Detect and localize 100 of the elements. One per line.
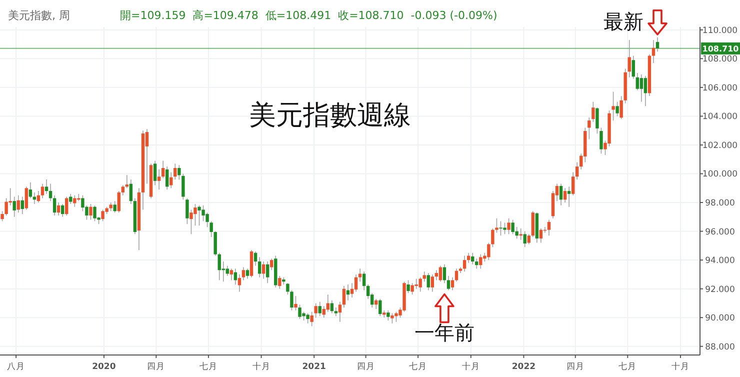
- candlestick: [378, 298, 382, 317]
- annotation: 一年前: [414, 320, 474, 344]
- candlestick: [81, 194, 84, 212]
- x-tick-label: 七月: [618, 361, 637, 372]
- candlestick: [479, 254, 482, 270]
- candlestick: [596, 107, 599, 134]
- candlestick: [202, 204, 205, 222]
- candlestick: [310, 311, 314, 327]
- y-tick-label: 98.000: [705, 198, 735, 209]
- candlestick: [298, 304, 302, 320]
- candlestick: [330, 300, 334, 314]
- candlestick: [210, 220, 213, 238]
- candlestick: [242, 266, 246, 281]
- candlestick: [218, 252, 221, 281]
- candlestick: [157, 169, 161, 190]
- candlestick: [129, 179, 133, 204]
- annotation: 最新: [604, 9, 644, 34]
- candlestick: [24, 186, 28, 210]
- candlestick: [318, 301, 322, 317]
- candlestick: [487, 242, 490, 260]
- candlestick: [519, 228, 522, 240]
- candlestick: [226, 265, 229, 276]
- candlestick: [65, 196, 68, 216]
- candlestick: [547, 219, 551, 236]
- candlestick: [471, 252, 474, 265]
- candlestick: [612, 91, 615, 121]
- x-tick-label: 七月: [409, 361, 428, 372]
- y-tick-label: 110.000: [702, 26, 738, 36]
- y-tick-label: 108.000: [702, 54, 738, 65]
- candlestick: [20, 196, 24, 214]
- candlestick: [491, 228, 494, 248]
- candlestick: [182, 173, 185, 200]
- candlestick: [652, 40, 656, 64]
- candlestick: [406, 280, 410, 294]
- candlestick: [539, 228, 543, 244]
- candlestick: [44, 179, 48, 194]
- candlestick: [290, 290, 294, 311]
- candlestick: [394, 311, 398, 322]
- candlestick: [286, 282, 290, 295]
- candlestick: [262, 261, 266, 280]
- candlestick: [206, 212, 209, 228]
- y-tick-label: 100.000: [702, 170, 738, 180]
- candlestick: [507, 218, 510, 235]
- candlestick: [161, 160, 165, 178]
- candlestick: [338, 301, 342, 322]
- candlestick: [48, 183, 52, 202]
- x-tick-label: 十月: [671, 361, 690, 372]
- y-tick-label: 90.000: [705, 314, 735, 324]
- candlestick: [527, 234, 530, 245]
- candlestick: [588, 117, 591, 140]
- candlestick: [194, 204, 197, 226]
- ref-line-label: 108.710: [702, 44, 740, 54]
- candlestick: [354, 274, 358, 292]
- candlestick: [511, 219, 514, 235]
- x-tick-label: 七月: [199, 361, 218, 372]
- x-tick-label: 八月: [7, 361, 26, 372]
- y-tick-label: 102.000: [702, 140, 738, 151]
- candlestick: [475, 258, 478, 270]
- candlestick: [214, 230, 217, 256]
- text: 開=109.159 高=109.478 低=108.491 收=108.710 -0.093 (-0.09%): [120, 9, 498, 22]
- candlestick: [632, 55, 635, 80]
- candlestick: [450, 276, 454, 291]
- candlestick: [462, 255, 466, 272]
- x-tick-label: 四月: [147, 362, 166, 372]
- candlestick: [40, 183, 44, 199]
- candlestick: [186, 198, 189, 224]
- candlestick: [640, 74, 644, 102]
- candlestick: [28, 182, 32, 199]
- candlestick: [174, 163, 177, 180]
- candlestick: [592, 101, 595, 122]
- y-tick-label: 92.000: [705, 284, 735, 295]
- y-tick-label: 106.000: [702, 83, 738, 94]
- chart-subtitle: 美元指數, 周: [8, 9, 70, 22]
- candlestick: [414, 278, 418, 290]
- candlestick: [559, 183, 563, 206]
- candlestick: [390, 312, 394, 324]
- candlestick: [636, 72, 640, 91]
- candlestick: [515, 226, 518, 239]
- candlestick: [442, 264, 446, 284]
- x-tick-label: 2022: [512, 362, 536, 372]
- candlestick: [616, 101, 619, 117]
- candlestick: [576, 162, 579, 180]
- candlestick: [499, 220, 502, 236]
- candlestick: [113, 200, 116, 213]
- candlestick: [567, 186, 571, 208]
- candlestick: [600, 127, 603, 154]
- candlestick: [166, 166, 169, 190]
- candlestick: [258, 256, 262, 278]
- candlestick: [571, 172, 575, 196]
- candlestick: [178, 164, 181, 180]
- candlestick: [410, 282, 414, 295]
- candlestick: [117, 190, 120, 213]
- candlestick: [89, 204, 92, 220]
- text: 美元指數週線: [249, 100, 411, 131]
- candlestick: [656, 36, 660, 52]
- candlestick: [454, 268, 458, 282]
- candlestick: [190, 209, 193, 235]
- candlestick: [266, 261, 270, 284]
- candlestick: [426, 272, 430, 291]
- candlestick: [294, 296, 298, 311]
